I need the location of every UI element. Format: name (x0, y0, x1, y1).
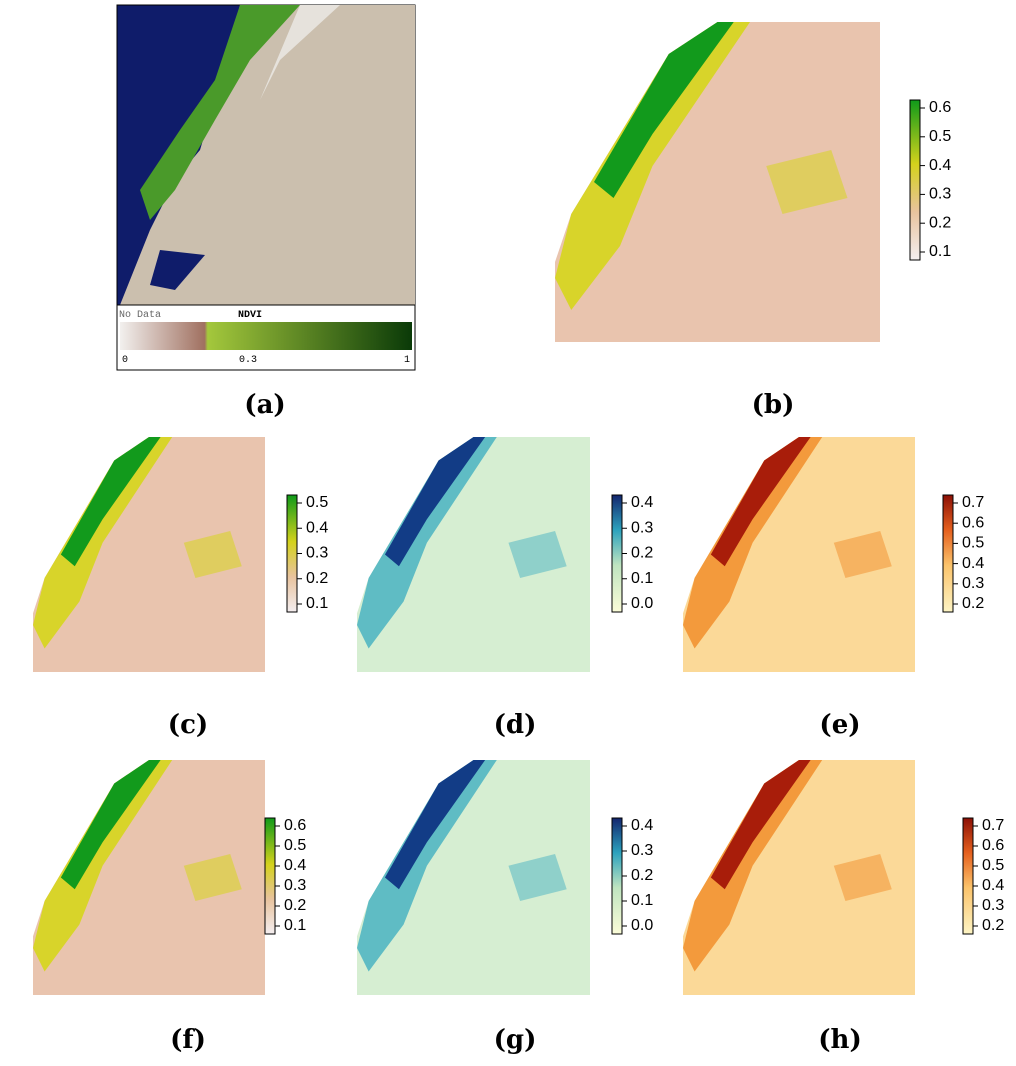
map (555, 22, 880, 342)
map-high (60, 760, 161, 890)
map-high (710, 437, 811, 567)
panel-label: (a) (244, 390, 285, 420)
colorbar-tick-label: 0.5 (962, 535, 984, 552)
colorbar (264, 817, 276, 935)
map (357, 437, 590, 672)
legend-tick-label: 1 (404, 355, 410, 366)
colorbar-tick-label: 0.0 (631, 595, 653, 612)
map-mid-patch (833, 531, 892, 578)
map-mid (683, 437, 823, 649)
map-mid (33, 437, 173, 649)
map-high (384, 760, 486, 890)
colorbar-tick-label: 0.6 (982, 837, 1004, 854)
panel-label: (f) (170, 1025, 206, 1055)
colorbar-tick-label: 0.2 (962, 595, 984, 612)
colorbar (611, 494, 623, 613)
map-mid-patch (183, 531, 242, 578)
colorbar-tick-label: 0.4 (962, 555, 984, 572)
map-mid-patch (766, 150, 848, 214)
map-mid (555, 22, 750, 310)
legend-tick-label: 0.3 (239, 355, 257, 366)
colorbar-tick-label: 0.3 (982, 897, 1004, 914)
panel-label: (g) (494, 1025, 537, 1055)
map (33, 760, 265, 995)
colorbar-tick-label: 0.4 (284, 857, 306, 874)
colorbar-tick-label: 0.3 (631, 519, 653, 536)
colorbar-tick-label: 0.0 (631, 917, 653, 934)
map-land (683, 760, 915, 995)
map-mid-patch (833, 854, 892, 901)
map (33, 437, 265, 672)
colorbar-tick-label: 0.5 (284, 837, 306, 854)
map-land (33, 437, 265, 672)
colorbar-tick-label: 0.3 (631, 842, 653, 859)
colorbar-tick-label: 0.4 (306, 519, 328, 536)
colorbar-tick-label: 0.4 (631, 817, 653, 834)
colorbar-tick-label: 0.7 (982, 817, 1004, 834)
colorbar-tick-label: 0.4 (631, 494, 653, 511)
colorbar-tick-label: 0.2 (631, 545, 653, 562)
map-high (710, 760, 811, 890)
map-land (357, 760, 590, 995)
colorbar (909, 99, 921, 261)
colorbar (942, 494, 954, 613)
colorbar-tick-label: 0.2 (631, 867, 653, 884)
map (357, 760, 590, 995)
colorbar-tick-label: 0.3 (306, 545, 328, 562)
colorbar-tick-label: 0.4 (929, 157, 951, 174)
colorbar-tick-label: 0.2 (306, 570, 328, 587)
map-high (594, 22, 734, 198)
colorbar-tick-label: 0.3 (962, 575, 984, 592)
colorbar-tick-label: 0.2 (284, 897, 306, 914)
colorbar-tick-label: 0.1 (284, 917, 306, 934)
colorbar-tick-label: 0.1 (306, 595, 328, 612)
panel-label: (h) (818, 1025, 862, 1055)
panel-label: (b) (752, 390, 795, 420)
map-mid-patch (508, 531, 567, 578)
map-mid (683, 760, 823, 972)
map-land (683, 437, 915, 672)
colorbar (962, 817, 974, 935)
panel-label: (d) (494, 710, 537, 740)
map-mid-patch (508, 854, 567, 901)
colorbar (611, 817, 623, 935)
colorbar-tick-label: 0.6 (962, 514, 984, 531)
map (683, 760, 915, 995)
map-mid (357, 437, 497, 649)
colorbar-tick-label: 0.5 (929, 128, 951, 145)
map-mid (357, 760, 497, 972)
colorbar-tick-label: 0.2 (929, 214, 951, 231)
satellite-image (116, 4, 416, 371)
colorbar-tick-label: 0.1 (631, 570, 653, 587)
colorbar-tick-label: 0.6 (929, 99, 951, 116)
map-mid (33, 760, 173, 972)
colorbar-tick-label: 0.5 (982, 857, 1004, 874)
colorbar-tick-label: 0.1 (631, 892, 653, 909)
colorbar-tick-label: 0.5 (306, 494, 328, 511)
map (683, 437, 915, 672)
colorbar-tick-label: 0.4 (982, 877, 1004, 894)
map-high (60, 437, 161, 567)
colorbar-tick-label: 0.2 (982, 917, 1004, 934)
map-land (555, 22, 880, 342)
legend-title: NDVI (238, 310, 262, 321)
map-mid-patch (183, 854, 242, 901)
map-high (384, 437, 486, 567)
panel-label: (c) (168, 710, 208, 740)
map-land (357, 437, 590, 672)
panel-label: (e) (819, 710, 860, 740)
legend-tick-label: 0 (122, 355, 128, 366)
colorbar-tick-label: 0.6 (284, 817, 306, 834)
colorbar-tick-label: 0.7 (962, 494, 984, 511)
colorbar-tick-label: 0.3 (284, 877, 306, 894)
colorbar-tick-label: 0.3 (929, 186, 951, 203)
colorbar (286, 494, 298, 613)
colorbar-tick-label: 0.1 (929, 243, 951, 260)
no-data-label: No Data (119, 310, 161, 321)
map-land (33, 760, 265, 995)
